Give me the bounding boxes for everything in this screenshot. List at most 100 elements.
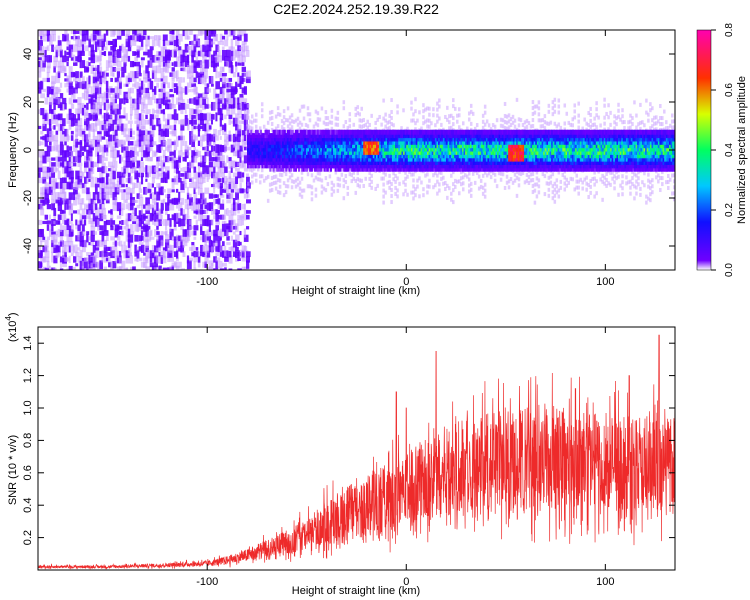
- heatmap-cell: [309, 153, 312, 159]
- heatmap-cell: [280, 163, 283, 169]
- heatmap-cell: [97, 199, 101, 204]
- heatmap-cell: [145, 44, 148, 52]
- heatmap-cell: [442, 175, 445, 180]
- heatmap-cell: [173, 139, 179, 147]
- heatmap-cell: [261, 133, 264, 139]
- heatmap-cell: [121, 183, 125, 188]
- heatmap-cell: [134, 199, 139, 203]
- heatmap-cell: [206, 165, 210, 175]
- heatmap-cell: [154, 251, 158, 257]
- heatmap-cell: [256, 149, 259, 155]
- heatmap-cell: [210, 145, 214, 152]
- heatmap-cell: [175, 171, 179, 179]
- heatmap-cell: [297, 136, 301, 142]
- heatmap-cell: [151, 220, 155, 225]
- heatmap-cell: [44, 120, 47, 124]
- heatmap-cell: [110, 225, 114, 231]
- heatmap-cell: [66, 145, 69, 152]
- heatmap-cell: [193, 181, 197, 190]
- heatmap-cell: [112, 246, 118, 252]
- heatmap-cell: [277, 136, 280, 142]
- heatmap-cell: [651, 106, 654, 111]
- heatmap-cell: [171, 189, 175, 193]
- heatmap-cell: [515, 175, 519, 180]
- heatmap-cell: [224, 61, 228, 67]
- heatmap-cell: [266, 143, 269, 149]
- heatmap-cell: [307, 136, 310, 142]
- heatmap-cell: [243, 234, 249, 242]
- heatmap-cell: [62, 60, 65, 68]
- heatmap-cell: [178, 97, 183, 105]
- heatmap-cell: [138, 46, 144, 51]
- heatmap-cell: [204, 83, 208, 87]
- heatmap-cell: [156, 170, 160, 180]
- heatmap-cell: [551, 172, 555, 177]
- heatmap-cell: [154, 255, 159, 264]
- heatmap-cell: [129, 252, 132, 257]
- heatmap-cell: [235, 176, 239, 184]
- heatmap-cell: [563, 121, 567, 126]
- heatmap-cell: [175, 261, 179, 268]
- heatmap-cell: [182, 214, 186, 221]
- heatmap-cell: [83, 176, 88, 184]
- heatmap-cell: [110, 267, 114, 270]
- heatmap-cell: [66, 113, 70, 121]
- heatmap-cell: [374, 126, 377, 131]
- heatmap-cell: [143, 167, 147, 173]
- heatmap-cell: [345, 149, 348, 155]
- heatmap-cell: [193, 267, 197, 270]
- heatmap-cell: [62, 213, 66, 222]
- heatmap-cell: [129, 215, 134, 220]
- heatmap-cell: [547, 193, 551, 198]
- heatmap-cell: [173, 239, 178, 248]
- heatmap-cell: [110, 260, 114, 269]
- heatmap-cell: [299, 149, 302, 155]
- heatmap-cell: [79, 182, 84, 189]
- heatmap-cell: [184, 213, 188, 221]
- heatmap-cell: [333, 146, 336, 152]
- heatmap-cell: [304, 136, 307, 142]
- heatmap-cell: [264, 176, 268, 181]
- heatmap-cell: [288, 133, 291, 139]
- heatmap-cell: [224, 162, 227, 167]
- heatmap-cell: [86, 176, 89, 184]
- heatmap-cell: [230, 120, 236, 124]
- heatmap-cell: [274, 136, 277, 142]
- heatmap-cell: [46, 199, 50, 204]
- heatmap-cell: [613, 180, 616, 185]
- heatmap-cell: [81, 134, 85, 142]
- heatmap-cell: [94, 78, 100, 82]
- heatmap-cell: [73, 30, 76, 35]
- heatmap-cell: [92, 212, 96, 222]
- heatmap-cell: [297, 149, 301, 155]
- heatmap-cell: [44, 245, 49, 252]
- heatmap-cell: [191, 71, 194, 78]
- heatmap-cell: [503, 119, 507, 124]
- heatmap-cell: [603, 175, 606, 180]
- heatmap-cell: [414, 121, 417, 126]
- heatmap-cell: [251, 149, 254, 155]
- heatmap-cell: [46, 59, 51, 69]
- heatmap-cell: [326, 143, 329, 149]
- heatmap-cell: [337, 149, 340, 155]
- heatmap-cell: [442, 181, 445, 186]
- heatmap-cell: [165, 118, 169, 126]
- heatmap-cell: [110, 246, 113, 252]
- heatmap-cell: [358, 139, 361, 145]
- heatmap-cell: [189, 178, 193, 183]
- heatmap-cell: [347, 166, 350, 172]
- heatmap-cell: [42, 50, 47, 57]
- heatmap-cell: [345, 159, 348, 165]
- heatmap-cell: [175, 45, 180, 52]
- heatmap-cell: [145, 255, 149, 264]
- heatmap-cell: [221, 161, 226, 168]
- heatmap-cell: [42, 170, 45, 180]
- heatmap-cell: [147, 93, 150, 98]
- heatmap-cell: [625, 181, 628, 186]
- heatmap-cell: [57, 170, 61, 180]
- heatmap-cell: [235, 192, 239, 201]
- heatmap-cell: [180, 218, 186, 227]
- heatmap-cell: [237, 203, 242, 211]
- heatmap-cell: [282, 139, 285, 145]
- heatmap-cell: [290, 113, 294, 118]
